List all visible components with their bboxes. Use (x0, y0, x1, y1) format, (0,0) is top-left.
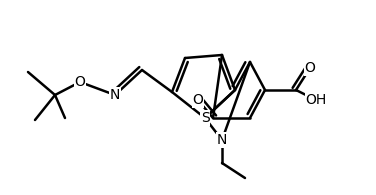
Text: O: O (305, 61, 315, 75)
Text: O: O (193, 93, 203, 107)
Text: N: N (217, 133, 227, 147)
Text: O: O (74, 75, 85, 89)
Text: S: S (201, 111, 209, 125)
Text: OH: OH (305, 93, 327, 107)
Text: N: N (110, 88, 120, 102)
